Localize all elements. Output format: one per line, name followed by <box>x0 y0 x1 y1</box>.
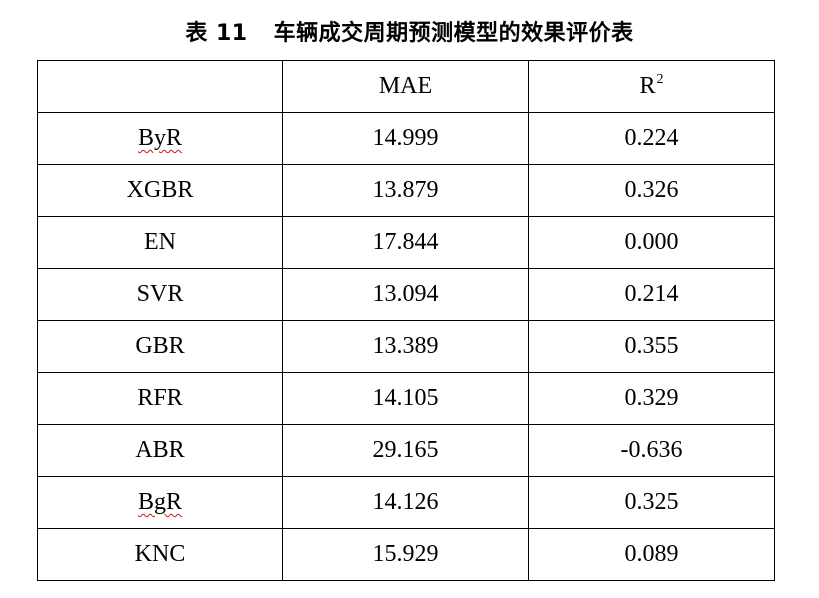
results-table: MAE R2 ByR 14.999 0.224 XGBR 13.879 0.326 EN 17… <box>37 60 775 581</box>
model-cell: GBR <box>37 320 283 373</box>
table-row: RFR 14.105 0.329 <box>37 372 775 425</box>
table-row: GBR 13.389 0.355 <box>37 320 775 373</box>
header-r2: R2 <box>528 60 775 113</box>
r2-cell: 0.355 <box>528 320 775 373</box>
mae-cell: 13.879 <box>282 164 529 217</box>
r2-cell: 0.326 <box>528 164 775 217</box>
table-row: XGBR 13.879 0.326 <box>37 164 775 217</box>
header-row: MAE R2 <box>37 60 775 113</box>
table-row: SVR 13.094 0.214 <box>37 268 775 321</box>
table-caption: 表 11 车辆成交周期预测模型的效果评价表 <box>0 16 819 52</box>
mae-cell: 29.165 <box>282 424 529 477</box>
r2-cell: 0.000 <box>528 216 775 269</box>
header-r2-exponent: 2 <box>656 72 664 87</box>
model-name: ByR <box>137 125 182 151</box>
model-name: GBR <box>135 333 185 359</box>
model-cell: ByR <box>37 112 283 165</box>
model-name: RFR <box>137 385 183 411</box>
header-mae: MAE <box>282 60 529 113</box>
model-cell: RFR <box>37 372 283 425</box>
mae-cell: 13.094 <box>282 268 529 321</box>
r2-cell: 0.089 <box>528 528 775 581</box>
model-cell: KNC <box>37 528 283 581</box>
table-row: BgR 14.126 0.325 <box>37 476 775 529</box>
table-row: KNC 15.929 0.089 <box>37 528 775 581</box>
model-cell: SVR <box>37 268 283 321</box>
header-r2-base: R <box>639 73 656 99</box>
model-name: BgR <box>137 489 182 515</box>
model-cell: XGBR <box>37 164 283 217</box>
model-name: SVR <box>136 281 184 307</box>
model-name: EN <box>144 229 176 255</box>
mae-cell: 15.929 <box>282 528 529 581</box>
mae-cell: 14.999 <box>282 112 529 165</box>
r2-cell: 0.214 <box>528 268 775 321</box>
table-row: ABR 29.165 -0.636 <box>37 424 775 477</box>
model-name: ABR <box>135 437 185 463</box>
model-cell: ABR <box>37 424 283 477</box>
mae-cell: 13.389 <box>282 320 529 373</box>
mae-cell: 14.105 <box>282 372 529 425</box>
r2-cell: -0.636 <box>528 424 775 477</box>
model-cell: BgR <box>37 476 283 529</box>
model-name: XGBR <box>126 177 194 203</box>
table-row: EN 17.844 0.000 <box>37 216 775 269</box>
header-blank-cell <box>37 60 283 113</box>
model-cell: EN <box>37 216 283 269</box>
mae-cell: 17.844 <box>282 216 529 269</box>
table-number: 表 11 <box>185 21 248 46</box>
mae-cell: 14.126 <box>282 476 529 529</box>
r2-cell: 0.224 <box>528 112 775 165</box>
r2-cell: 0.325 <box>528 476 775 529</box>
r2-cell: 0.329 <box>528 372 775 425</box>
table-title: 车辆成交周期预测模型的效果评价表 <box>273 21 634 46</box>
table-row: ByR 14.999 0.224 <box>37 112 775 165</box>
model-name: KNC <box>134 541 186 567</box>
